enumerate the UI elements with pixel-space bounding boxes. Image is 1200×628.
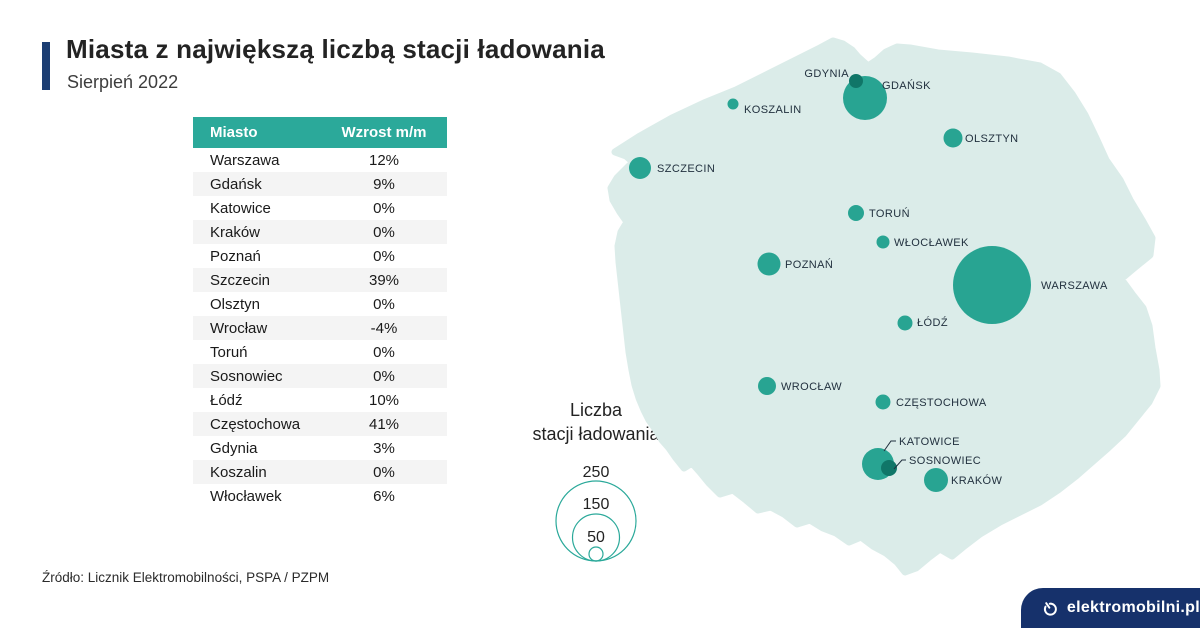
sosnowiec-connector-line [893, 459, 906, 470]
table-row: Szczecin 39% [193, 268, 447, 292]
table-row: Olsztyn 0% [193, 292, 447, 316]
poland-bubble-map: 250 150 50 GDYNIA GDAŃSK KOSZALIN OLSZTY… [555, 37, 1161, 576]
cell-growth: 0% [373, 223, 395, 241]
table-row: Sosnowiec 0% [193, 364, 447, 388]
cell-city: Wrocław [210, 319, 268, 337]
cell-growth: 0% [373, 295, 395, 313]
legend-value-150: 150 [583, 496, 610, 513]
map-label-olsztyn: OLSZTYN [965, 133, 1019, 145]
table-row: Gdynia 3% [193, 436, 447, 460]
map-label-lodz: ŁÓDŹ [917, 316, 948, 329]
title-accent-bar [42, 42, 50, 90]
table-row: Warszawa 12% [193, 148, 447, 172]
map-label-koszalin: KOSZALIN [744, 104, 802, 116]
table-header-growth: Wzrost m/m [341, 124, 427, 141]
map-label-krakow: KRAKÓW [951, 474, 1003, 487]
bubble-warszawa [953, 246, 1031, 324]
map-label-warszawa: WARSZAWA [1041, 280, 1108, 292]
cell-city: Szczecin [210, 271, 271, 289]
poland-outline [607, 37, 1161, 576]
cell-city: Włocławek [210, 487, 282, 505]
table-row: Katowice 0% [193, 196, 447, 220]
cell-growth: 0% [373, 247, 395, 265]
cell-city: Kraków [210, 223, 261, 241]
cell-growth: 9% [373, 175, 395, 193]
legend-value-50: 50 [587, 529, 605, 546]
logo-text: elektromobilni.pl [1066, 599, 1200, 616]
cell-city: Toruń [210, 343, 248, 361]
cell-city: Gdańsk [210, 175, 262, 193]
legend-title-line2: stacji ładowania [532, 424, 660, 444]
cell-growth: 6% [373, 487, 395, 505]
cell-city: Sosnowiec [210, 367, 283, 385]
bubble-legend-title: Liczba stacji ładowania [516, 398, 676, 446]
page-title: Miasta z największą liczbą stacji ładowa… [66, 34, 605, 64]
bubble-poznan [757, 252, 781, 276]
bubble-szczecin [629, 157, 651, 179]
cell-growth: 0% [373, 367, 395, 385]
table-row: Koszalin 0% [193, 460, 447, 484]
map-label-torun: TORUŃ [869, 207, 910, 220]
cell-growth: 3% [373, 439, 395, 457]
source-note: Źródło: Licznik Elektromobilności, PSPA … [42, 570, 330, 585]
map-label-wloclawek: WŁOCŁAWEK [894, 237, 969, 249]
cell-city: Poznań [210, 247, 261, 265]
legend-value-250: 250 [583, 464, 610, 481]
bubble-lodz [897, 315, 913, 331]
bubble-wloclawek [876, 235, 890, 249]
legend-circle-250 [555, 480, 637, 562]
map-label-gdynia: GDYNIA [804, 68, 849, 80]
bubble-sosnowiec [881, 460, 897, 476]
table-row: Włocławek 6% [193, 484, 447, 508]
map-label-gdansk: GDAŃSK [882, 79, 931, 92]
legend-circle-50 [588, 546, 604, 562]
cell-growth: 10% [368, 391, 400, 409]
table-row: Gdańsk 9% [193, 172, 447, 196]
table-row: Toruń 0% [193, 340, 447, 364]
cell-city: Gdynia [210, 439, 258, 457]
cell-growth: -4% [370, 319, 398, 337]
map-label-katowice: KATOWICE [899, 436, 960, 448]
elektromobilni-logo: elektromobilni.pl [1021, 588, 1200, 628]
bubble-krakow [924, 468, 948, 492]
map-label-czestochowa: CZĘSTOCHOWA [896, 397, 987, 409]
map-label-poznan: POZNAŃ [785, 258, 833, 271]
cell-growth: 0% [373, 463, 395, 481]
map-label-wroclaw: WROCŁAW [781, 381, 842, 393]
map-label-szczecin: SZCZECIN [657, 163, 715, 175]
page-subtitle: Sierpień 2022 [67, 72, 179, 92]
city-growth-table: Miasto Wzrost m/m Warszawa 12% Gdańsk 9% K… [193, 117, 447, 508]
bubble-olsztyn [943, 128, 963, 148]
cell-city: Łódź [210, 391, 243, 409]
table-row: Poznań 0% [193, 244, 447, 268]
bubble-torun [848, 205, 864, 221]
table-header-city: Miasto [210, 124, 258, 141]
bubble-gdynia [849, 74, 863, 88]
cell-city: Częstochowa [210, 415, 301, 433]
bubble-czestochowa [875, 394, 891, 410]
cell-growth: 0% [373, 343, 395, 361]
table-row: Częstochowa 41% [193, 412, 447, 436]
cell-city: Warszawa [210, 151, 280, 169]
power-icon [1043, 601, 1057, 616]
cell-growth: 39% [368, 271, 400, 289]
cell-growth: 41% [368, 415, 400, 433]
cell-growth: 12% [368, 151, 400, 169]
bubble-wroclaw [758, 377, 776, 395]
katowice-connector-line [883, 440, 896, 452]
map-label-sosnowiec: SOSNOWIEC [909, 455, 981, 467]
table-header: Miasto Wzrost m/m [193, 117, 447, 148]
bubble-koszalin [727, 98, 739, 110]
cell-city: Olsztyn [210, 295, 261, 313]
legend-title-line1: Liczba [569, 400, 623, 420]
cell-city: Katowice [210, 199, 271, 217]
cell-growth: 0% [373, 199, 395, 217]
cell-city: Koszalin [210, 463, 267, 481]
table-row: Łódź 10% [193, 388, 447, 412]
table-row: Wrocław -4% [193, 316, 447, 340]
table-row: Kraków 0% [193, 220, 447, 244]
